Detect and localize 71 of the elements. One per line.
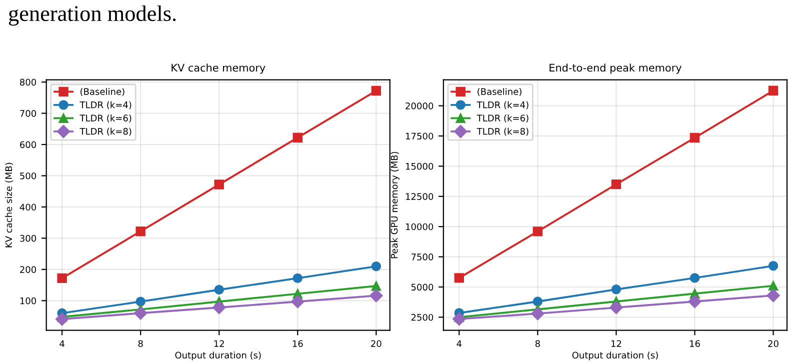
x-tick-label: 4 [456, 340, 462, 347]
point [371, 261, 382, 272]
point [214, 180, 224, 190]
point [371, 86, 382, 96]
point [768, 86, 778, 96]
y-tick-label: 2500 [411, 314, 434, 321]
point [531, 306, 544, 320]
legend-label: TLDR (k=6) [80, 114, 132, 123]
point [768, 280, 778, 291]
x-tick-label: 8 [138, 340, 143, 348]
legend-label: TLDR (k=8) [80, 128, 132, 136]
y-tick-label: 500 [20, 172, 36, 180]
point [611, 179, 622, 190]
point [610, 300, 623, 314]
point [454, 273, 464, 283]
y-tick-label: 200 [20, 266, 36, 273]
chart-title: KV cache memory [172, 64, 266, 74]
legend-label: TLDR (k=8) [476, 128, 528, 136]
point [291, 295, 304, 308]
point [768, 261, 778, 271]
point [370, 289, 383, 302]
point [532, 296, 543, 306]
point [690, 132, 700, 143]
point [212, 300, 226, 314]
point [452, 312, 466, 326]
text: generation models. [8, 5, 176, 26]
legend-label: (Baseline) [80, 88, 124, 96]
x-axis-title: Output duration (s) [175, 352, 261, 360]
x-tick-label: 12 [611, 340, 622, 347]
x-tick-label: 20 [768, 340, 778, 348]
y-tick-label: 700 [20, 110, 36, 117]
y-tick-label: 100 [20, 297, 36, 304]
y-tick-label: 15000 [406, 162, 434, 170]
x-tick-label: 16 [690, 340, 700, 348]
point [371, 281, 382, 291]
point [214, 284, 224, 295]
x-tick-label: 16 [292, 340, 303, 348]
point [55, 312, 69, 326]
point [136, 296, 146, 306]
y-tick-label: 800 [20, 78, 36, 86]
point [292, 132, 302, 142]
point [611, 284, 622, 294]
y-tick-label: 5000 [411, 284, 434, 291]
y-tick-label: 600 [20, 141, 36, 148]
y-tick-label: 17500 [406, 132, 434, 140]
y-tick-label: 12500 [406, 193, 434, 200]
point [688, 294, 702, 308]
x-tick-label: 4 [60, 340, 64, 347]
x-tick-label: 12 [214, 340, 224, 347]
y-tick-label: 10000 [406, 223, 434, 230]
legend-label: TLDR (k=6) [476, 114, 528, 123]
point [57, 273, 67, 284]
chart-title: End-to-end peak memory [550, 64, 682, 74]
y-axis-title: Peak GPU memory (MB) [390, 152, 400, 258]
x-tick-label: 20 [371, 340, 382, 348]
point [766, 288, 780, 302]
point [136, 226, 146, 236]
point [690, 273, 700, 283]
y-tick-label: 300 [20, 234, 36, 242]
legend-label: (Baseline) [478, 88, 522, 96]
y-tick-label: 20000 [406, 102, 434, 110]
x-axis-title: Output duration (s) [572, 352, 658, 360]
legend-label: TLDR (k=4) [476, 101, 528, 110]
legend-label: TLDR (k=4) [80, 101, 132, 110]
point [532, 226, 543, 236]
y-tick-label: 400 [20, 204, 36, 211]
point [134, 306, 148, 320]
y-axis-title: KV cache size (MB) [5, 162, 14, 248]
x-tick-label: 8 [535, 340, 540, 348]
point [292, 273, 302, 284]
y-tick-label: 7500 [411, 254, 434, 260]
